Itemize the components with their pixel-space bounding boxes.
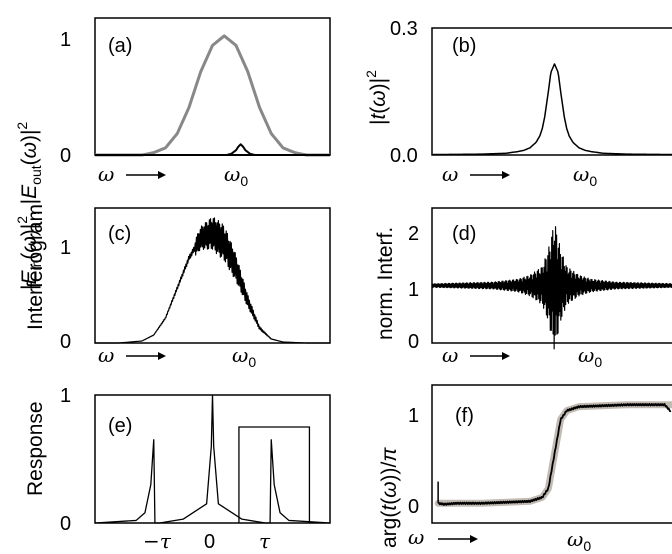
panel-tag-f: (f)	[455, 405, 474, 427]
ytick-d-0: 0	[408, 331, 419, 353]
axes-frame-f	[431, 384, 672, 524]
window-function-e	[238, 426, 311, 523]
ytick-a-0: 0	[60, 145, 71, 167]
xtick-f-sub: 0	[583, 538, 591, 554]
ylabel-c: Interferogram	[24, 204, 47, 330]
panel-tag-c: (c)	[108, 223, 131, 245]
svg-text:arg(t(ω))/π: arg(t(ω))/π	[378, 447, 401, 548]
xtick-c: ω0	[232, 343, 256, 370]
ytick-e-1: 1	[60, 385, 71, 407]
series-a-output	[225, 143, 256, 156]
panel-c: 1 0 (c) ω ω0 Interferogram	[24, 204, 331, 370]
xlabel-b: ω	[442, 162, 458, 186]
axes-frame-b	[431, 27, 672, 156]
xtick-f-sym: ω	[567, 527, 583, 551]
xtick-e-tau: τ	[259, 529, 271, 553]
xarrow-head-a	[158, 171, 166, 179]
series-f-measured	[437, 403, 672, 506]
plot-area-b	[431, 63, 672, 156]
panel-tag-a: (a)	[108, 35, 132, 57]
xtick-b: ω0	[573, 162, 597, 189]
axes-frame-c	[94, 207, 331, 344]
plot-area-f	[434, 401, 672, 507]
ytick-f-0: 0	[408, 496, 419, 518]
panel-d: 2 1 0 (d) ω ω0 norm. Interf.	[374, 207, 672, 370]
xarrow-head-b	[502, 171, 510, 179]
xlabel-a: ω	[98, 162, 114, 186]
panel-b: 0.3 0.0 (b) ω ω0 |t(ω)|2	[363, 18, 672, 189]
ylabel-f: arg(t(ω))/π	[378, 447, 401, 548]
series-b-0	[431, 63, 672, 156]
plot-area-d	[431, 226, 672, 350]
panel-tag-e: (e)	[108, 415, 132, 437]
xlabel-d: ω	[442, 343, 458, 367]
xarrow-head-f	[470, 535, 478, 543]
panel-f: 1 0 (f) ω ω0 arg(t(ω))/π	[378, 384, 672, 554]
xtick-d-sub: 0	[594, 354, 602, 370]
panel-tag-d: (d)	[452, 223, 476, 245]
xtick-d: ω0	[578, 343, 602, 370]
ytick-b-0.3: 0.3	[390, 18, 418, 40]
xtick-e-neg-tau: −τ	[143, 529, 172, 553]
xtick-a-sym: ω	[224, 162, 240, 186]
series-e-response	[94, 394, 331, 524]
ytick-b-0.0: 0.0	[390, 145, 418, 167]
xtick-c-sub: 0	[248, 354, 256, 370]
ytick-e-0: 0	[60, 513, 71, 535]
xtick-a: ω0	[224, 162, 248, 189]
ytick-f-1: 1	[408, 405, 419, 427]
xtick-e-zero: 0	[204, 531, 215, 553]
ytick-a-1: 1	[60, 29, 71, 51]
ytick-d-2: 2	[408, 223, 419, 245]
ytick-c-0: 0	[60, 331, 71, 353]
svg-text:|t(ω)|2: |t(ω)|2	[363, 70, 390, 125]
plot-area-e	[94, 394, 331, 524]
ytick-c-1: 1	[60, 237, 71, 259]
series-c-interferogram	[94, 217, 331, 344]
series-d-normalized	[431, 226, 672, 350]
xarrow-head-d	[502, 352, 510, 360]
ytick-d-1: 1	[408, 279, 419, 301]
xtick-b-sym: ω	[573, 162, 589, 186]
plot-area-c	[94, 217, 331, 344]
xtick-a-sub: 0	[240, 173, 248, 189]
xtick-d-sym: ω	[578, 343, 594, 367]
plot-area-a	[94, 34, 331, 157]
panel-e: 1 0 (e) −τ 0 τ Response	[24, 385, 331, 553]
ylabel-e: Response	[24, 401, 47, 496]
xlabel-f: ω	[408, 525, 424, 549]
xarrow-head-c	[158, 352, 166, 360]
ylabel-d: norm. Interf.	[374, 227, 397, 340]
xtick-b-sub: 0	[589, 173, 597, 189]
xlabel-c: ω	[98, 343, 114, 367]
panel-tag-b: (b)	[452, 35, 476, 57]
xtick-f: ω0	[567, 527, 591, 554]
xtick-c-sym: ω	[232, 343, 248, 367]
ylabel-b: |t(ω)|2	[363, 70, 390, 125]
